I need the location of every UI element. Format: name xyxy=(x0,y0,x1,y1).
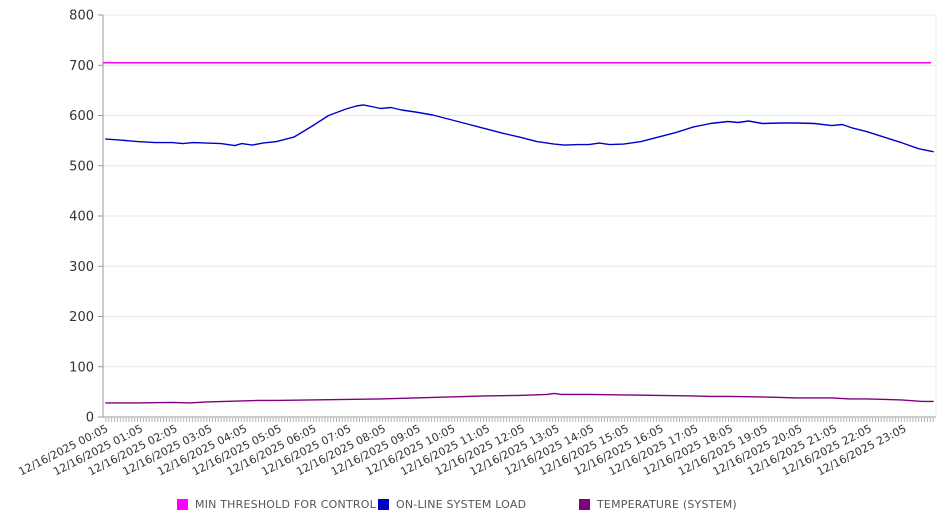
svg-text:200: 200 xyxy=(69,310,94,325)
svg-text:400: 400 xyxy=(69,210,94,225)
svg-text:700: 700 xyxy=(69,59,94,74)
legend-label-min-threshold: MIN THRESHOLD FOR CONTROL xyxy=(195,498,376,511)
legend-item-online-system-load: ON-LINE SYSTEM LOAD xyxy=(378,498,579,511)
svg-text:100: 100 xyxy=(69,360,94,375)
legend-item-temperature-system: TEMPERATURE (SYSTEM) xyxy=(579,498,737,511)
legend-swatch-min-threshold xyxy=(177,499,188,510)
svg-text:800: 800 xyxy=(69,9,94,24)
legend-swatch-online-system-load xyxy=(378,499,389,510)
legend-label-online-system-load: ON-LINE SYSTEM LOAD xyxy=(396,498,527,511)
legend-swatch-temperature-system xyxy=(579,499,590,510)
chart-legend: MIN THRESHOLD FOR CONTROL ON-LINE SYSTEM… xyxy=(177,498,737,511)
svg-text:0: 0 xyxy=(86,411,94,426)
svg-text:500: 500 xyxy=(69,159,94,174)
svg-text:600: 600 xyxy=(69,109,94,124)
svg-text:300: 300 xyxy=(69,260,94,275)
legend-label-temperature-system: TEMPERATURE (SYSTEM) xyxy=(597,498,737,511)
legend-item-min-threshold: MIN THRESHOLD FOR CONTROL xyxy=(177,498,378,511)
